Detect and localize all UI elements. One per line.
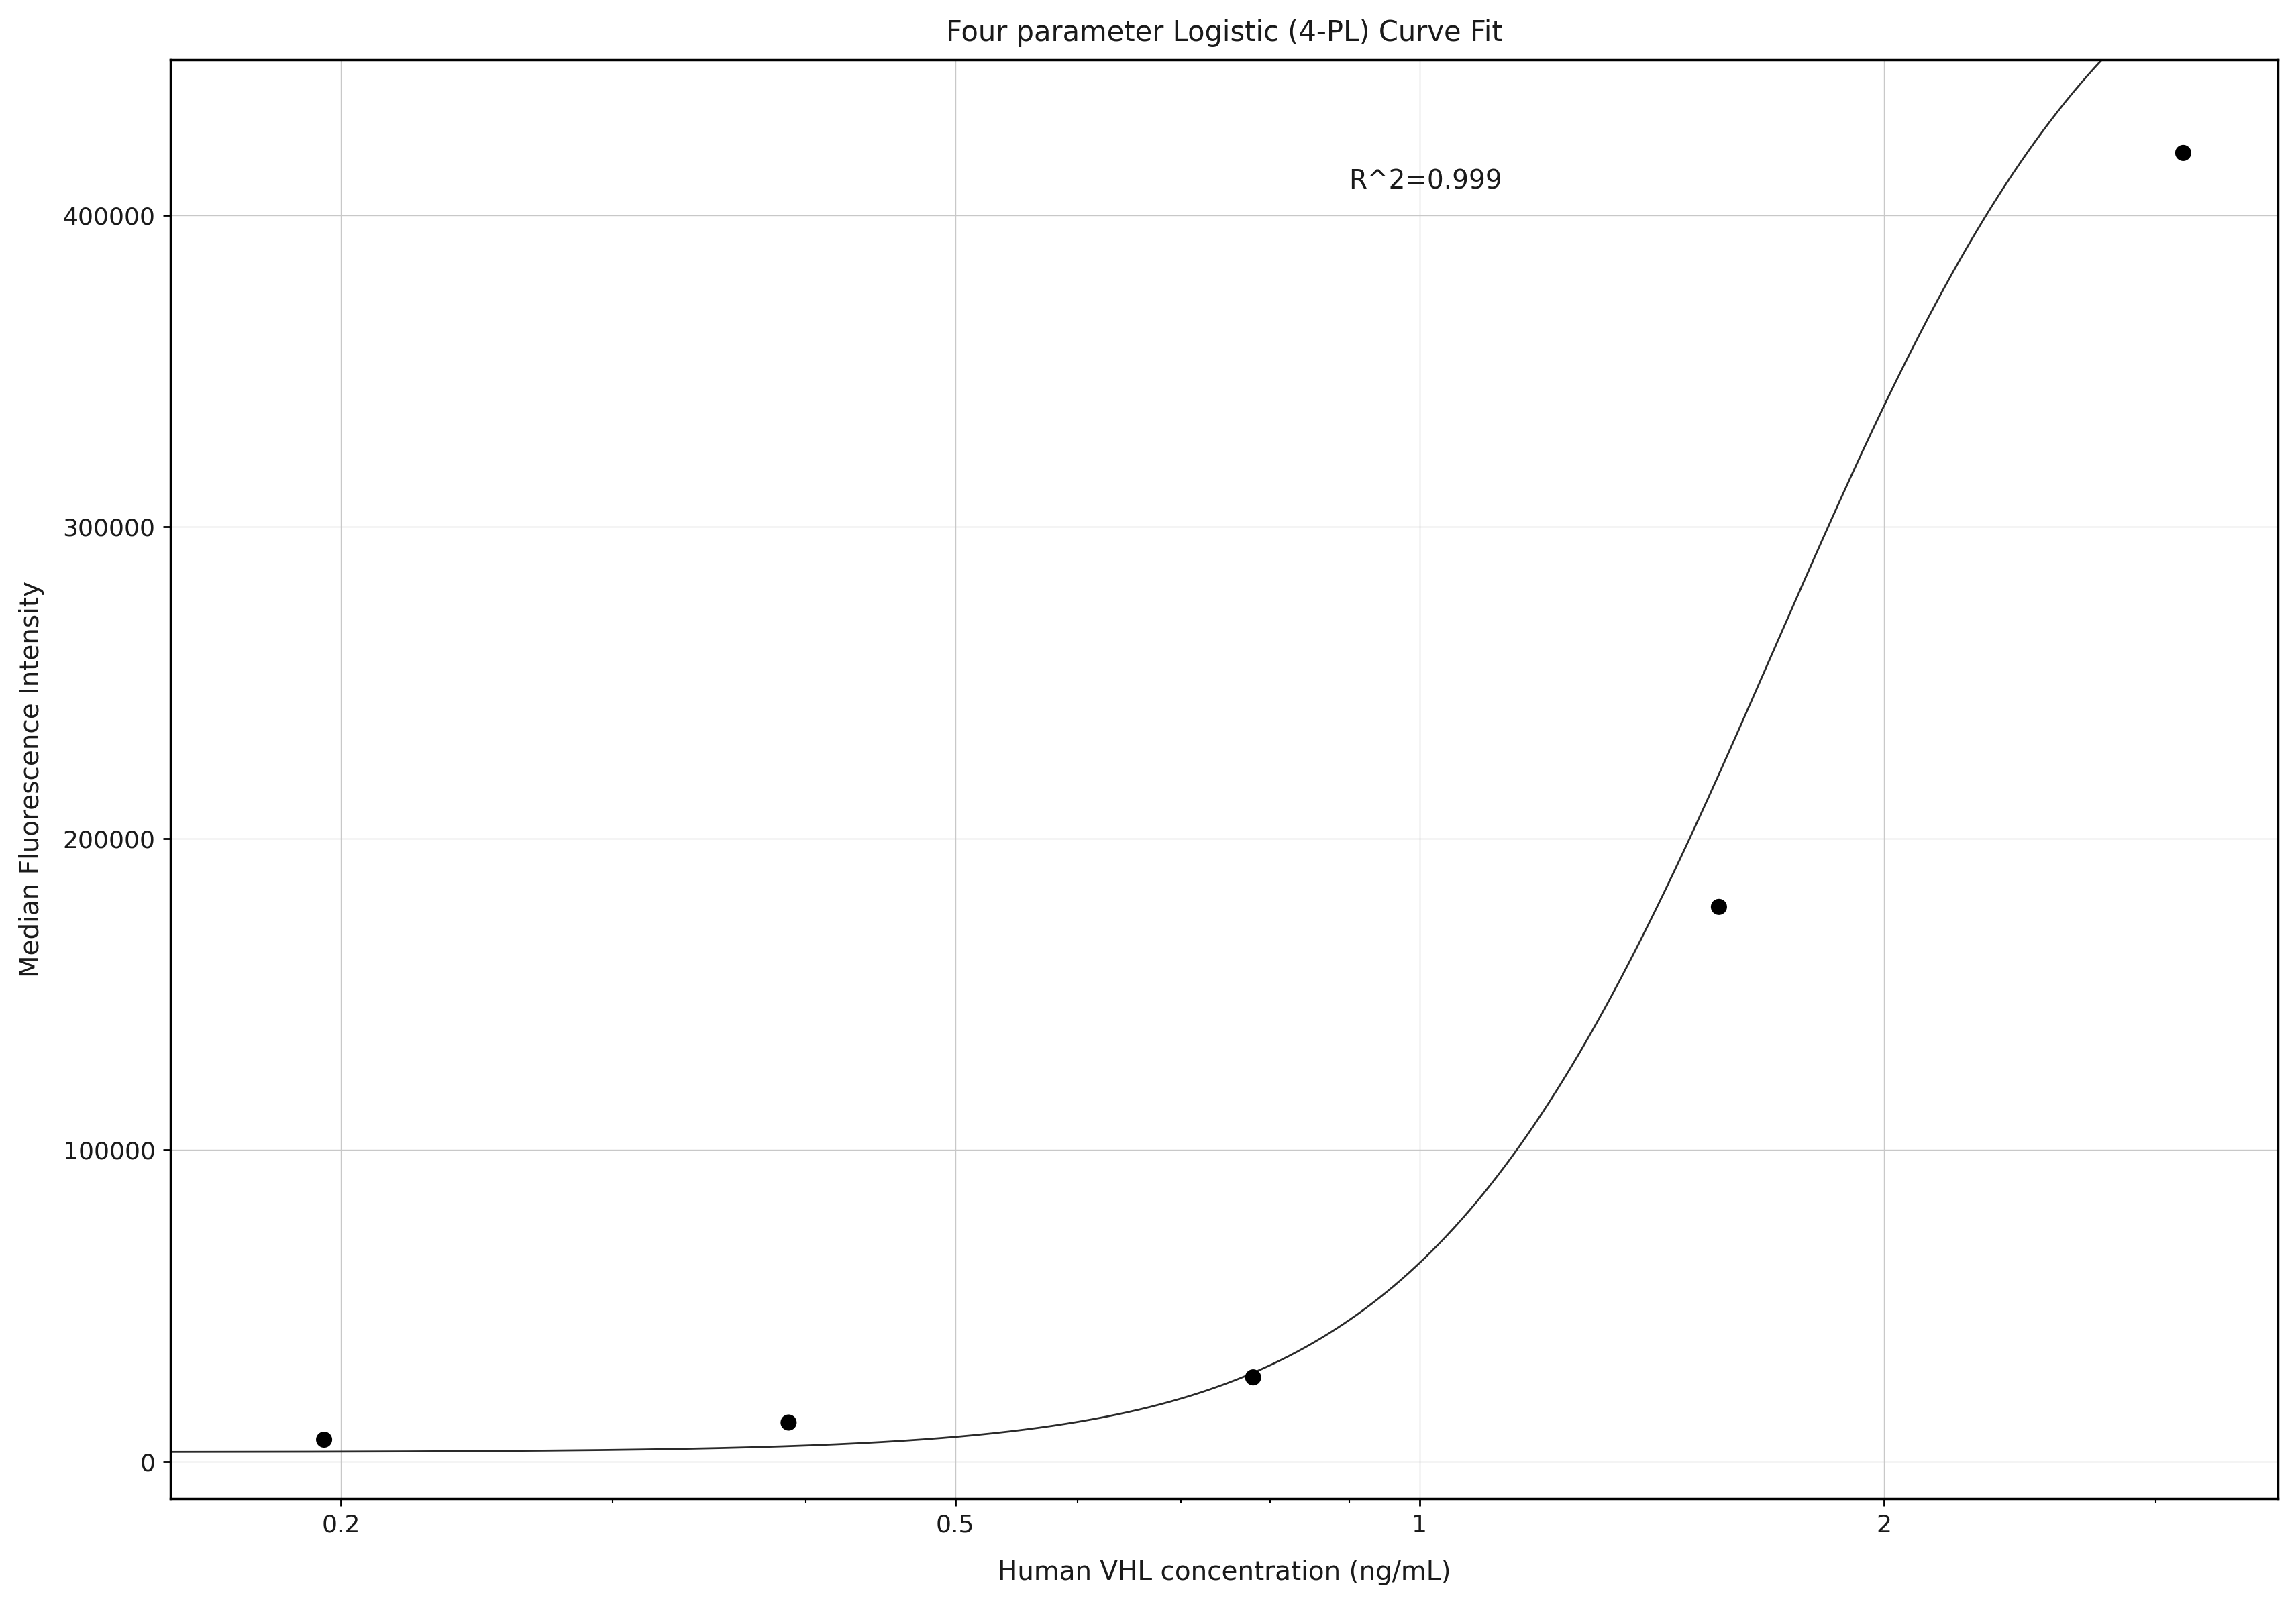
Point [1699,893,1736,919]
Point [769,1410,806,1436]
Point [1235,1365,1272,1391]
Y-axis label: Median Fluorescence Intensity: Median Fluorescence Intensity [18,581,44,977]
Text: R^2=0.999: R^2=0.999 [1348,168,1502,194]
X-axis label: Human VHL concentration (ng/mL): Human VHL concentration (ng/mL) [996,1559,1451,1585]
Point [305,1428,342,1453]
Point [2165,140,2202,165]
Title: Four parameter Logistic (4-PL) Curve Fit: Four parameter Logistic (4-PL) Curve Fit [946,19,1502,47]
